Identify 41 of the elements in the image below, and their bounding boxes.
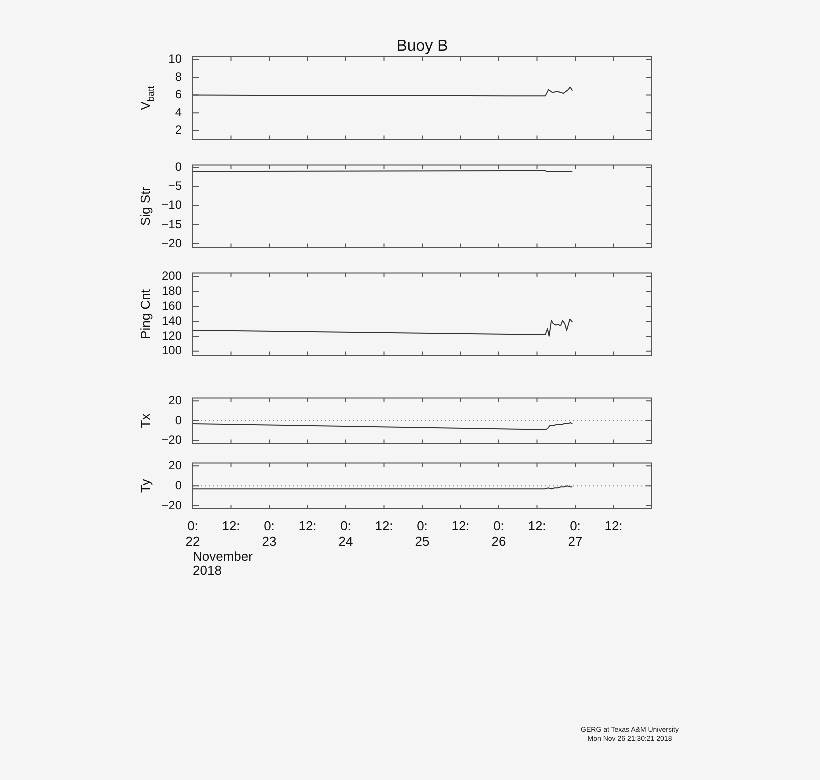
y-tick-label: 8 xyxy=(175,70,182,84)
y-tick-label: 0 xyxy=(175,413,182,428)
chart-title: Buoy B xyxy=(396,38,448,55)
y-tick-label: 4 xyxy=(175,105,182,120)
x-tick-label: 0: 24 xyxy=(338,518,354,549)
x-tick-label: 0: 26 xyxy=(492,518,506,549)
y-tick-label: 0 xyxy=(175,160,182,174)
x-axis-title: November 2018 xyxy=(193,549,254,578)
y-tick-label: 6 xyxy=(175,88,182,102)
y-tick-label: 200 xyxy=(162,269,182,284)
y-tick-label: 0 xyxy=(175,478,182,492)
x-tick-label: 0: 25 xyxy=(415,518,430,549)
y-tick-label: −20 xyxy=(162,236,182,250)
y-axis-title: Ty xyxy=(138,478,153,493)
y-tick-label: −20 xyxy=(162,498,182,512)
y-tick-label: 2 xyxy=(175,123,182,138)
x-tick-label: 12: xyxy=(528,518,546,534)
y-tick-label: −15 xyxy=(162,217,182,232)
y-tick-label: 100 xyxy=(162,344,182,358)
x-tick-label: 0: 22 xyxy=(186,518,200,549)
x-tick-label: 12: xyxy=(604,518,623,534)
y-tick-label: 20 xyxy=(168,393,182,408)
x-tick-label: 0: 27 xyxy=(568,518,583,549)
y-tick-label: 180 xyxy=(162,284,182,298)
y-axis-title: Ping Cnt xyxy=(138,289,153,340)
y-tick-label: 10 xyxy=(168,52,182,66)
x-tick-label: 12: xyxy=(222,518,240,534)
y-tick-label: −20 xyxy=(162,433,182,448)
y-tick-label: 160 xyxy=(162,299,182,313)
x-tick-label: 12: xyxy=(375,518,394,534)
y-tick-label: 140 xyxy=(162,314,182,328)
y-axis-title: Sig Str xyxy=(138,186,153,226)
x-tick-label: 12: xyxy=(452,518,470,534)
y-axis-title: Vbatt xyxy=(138,86,156,110)
y-tick-label: −5 xyxy=(168,179,182,194)
x-tick-label: 12: xyxy=(298,518,317,534)
x-tick-label: 0: 23 xyxy=(262,518,277,549)
y-axis-title: Tx xyxy=(138,413,153,428)
y-tick-label: 20 xyxy=(168,458,182,472)
y-tick-label: −10 xyxy=(162,198,182,212)
y-tick-label: 120 xyxy=(162,328,182,343)
